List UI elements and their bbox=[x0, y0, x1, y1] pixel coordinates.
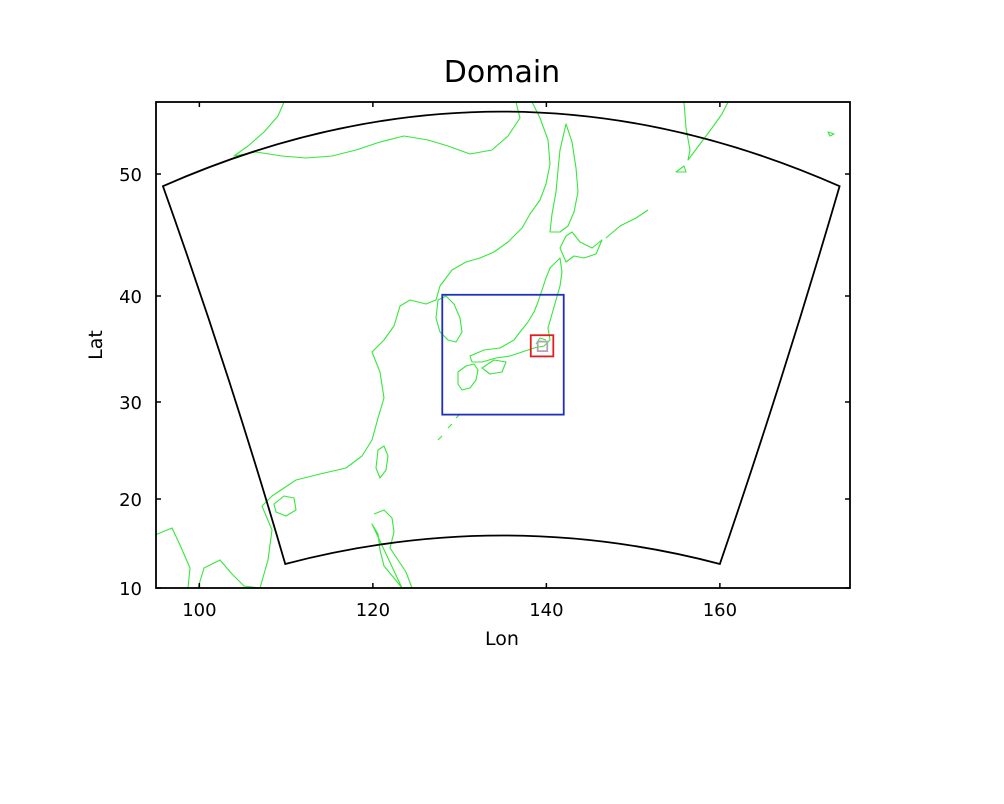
coastline-segment bbox=[559, 231, 603, 263]
x-tick-label: 140 bbox=[529, 600, 563, 621]
axis-ticks bbox=[156, 102, 850, 589]
y-axis-label: Lat bbox=[85, 330, 107, 360]
coastline-segment bbox=[375, 445, 389, 479]
nested-domains bbox=[161, 110, 841, 566]
coastline-segment bbox=[457, 363, 479, 391]
coastlines bbox=[154, 101, 835, 589]
coastline-segment bbox=[273, 495, 297, 517]
coastline-segment bbox=[549, 123, 579, 233]
domain-d04-outline bbox=[536, 340, 549, 353]
coastline-segment bbox=[481, 359, 507, 375]
domain-d02-outline bbox=[441, 293, 565, 416]
coastline-segment bbox=[469, 257, 563, 363]
coastline-segment bbox=[827, 131, 835, 137]
chart-title: Domain bbox=[444, 55, 560, 90]
y-tick-labels: 10 20 30 40 50 bbox=[119, 165, 142, 600]
x-tick-label: 100 bbox=[182, 600, 216, 621]
y-tick-label: 30 bbox=[119, 393, 142, 414]
y-tick-label: 20 bbox=[119, 490, 142, 511]
domain-d01-outline bbox=[161, 110, 841, 566]
coastline-segment bbox=[675, 165, 687, 173]
x-tick-label: 120 bbox=[356, 600, 390, 621]
coastline-segment bbox=[371, 509, 413, 589]
coastline-segment bbox=[437, 413, 461, 441]
x-tick-labels: 100 120 140 160 bbox=[182, 600, 737, 621]
coastline-segment bbox=[435, 295, 463, 343]
y-tick-label: 10 bbox=[119, 579, 142, 600]
y-tick-label: 50 bbox=[119, 165, 142, 186]
domain-d03-outline bbox=[529, 334, 555, 358]
y-tick-label: 40 bbox=[119, 287, 142, 308]
x-tick-label: 160 bbox=[703, 600, 737, 621]
coastline-segment bbox=[154, 101, 551, 589]
x-axis-label: Lon bbox=[485, 628, 519, 650]
coastline-segment bbox=[605, 101, 729, 239]
plot-frame bbox=[155, 101, 851, 589]
